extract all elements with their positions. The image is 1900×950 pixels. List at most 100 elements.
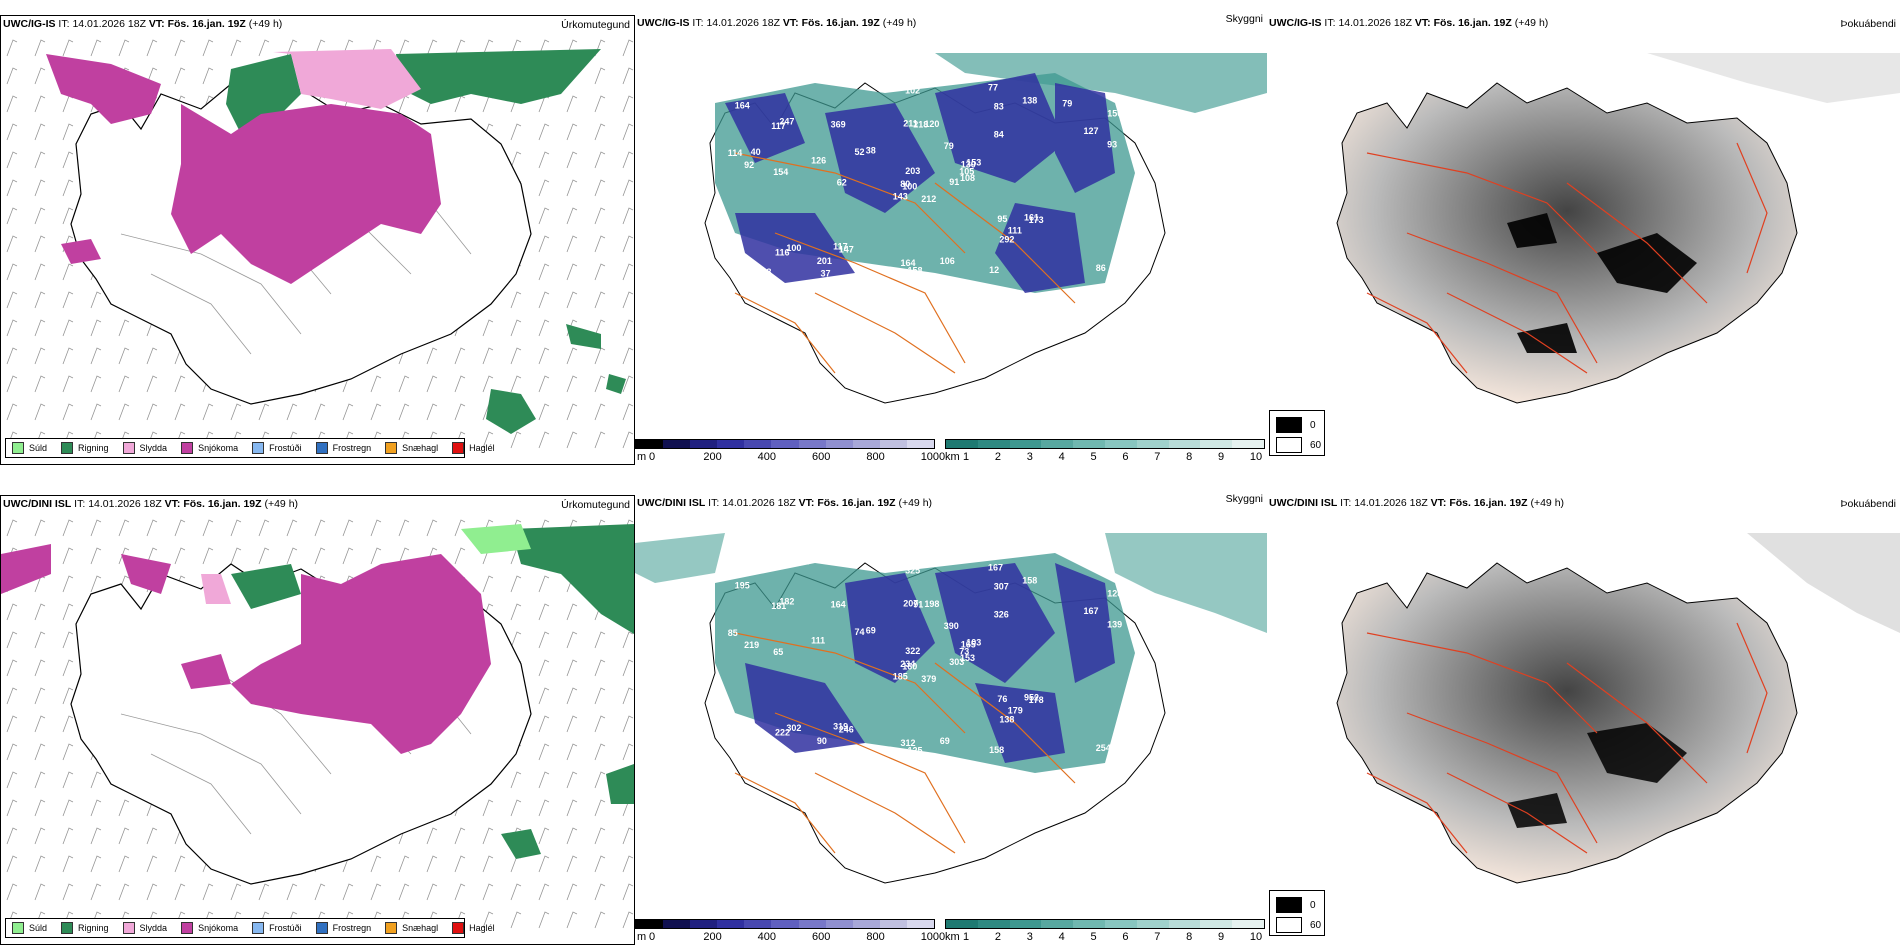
colorbar-segment (1104, 920, 1137, 928)
vt-value: Fös. 16.jan. 19Z (817, 497, 896, 509)
cloud-base-value: 114 (728, 148, 743, 158)
colorbar-segment (906, 920, 935, 928)
it-label: IT: (1324, 17, 1336, 29)
model-name: UWC/DINI ISL (637, 497, 706, 509)
fog-panel-bottom: UWC/DINI ISL IT: 14.01.2026 18Z VT: Fös.… (1267, 495, 1900, 945)
colorbar-segment (744, 920, 772, 928)
it-value: 14.01.2026 18Z (88, 498, 162, 510)
colorbar-tick: 400 (757, 451, 777, 463)
cloud-base-value: 138 (1022, 95, 1037, 105)
cloud-base-value: 62 (837, 177, 847, 187)
colorbar-segment (771, 440, 799, 448)
panel-header: UWC/IG-IS IT: 14.01.2026 18Z VT: Fös. 16… (637, 17, 916, 29)
cloud-base-value: 93 (1107, 140, 1117, 150)
panel-title: Þokuábendi (1840, 18, 1896, 30)
cloud-base-value: 102 (905, 86, 920, 96)
colorbar-tick: 7 (1154, 451, 1161, 463)
cloud-base-value: 164 (901, 258, 916, 268)
precip-map (1, 34, 634, 454)
fog-panel-top: UWC/IG-IS IT: 14.01.2026 18Z VT: Fös. 16… (1267, 15, 1900, 465)
colorbar-segment (1168, 440, 1201, 448)
legend-label: 0 (1310, 899, 1316, 911)
cloud-base-value: 207 (903, 599, 918, 609)
colorbar-segment (690, 920, 718, 928)
colorbar-segment (1104, 440, 1137, 448)
cloud-base-value: 116 (1068, 288, 1083, 298)
cloud-base-value: 143 (832, 285, 847, 295)
it-label: IT: (692, 17, 704, 29)
lead-time: (+49 h) (1514, 17, 1549, 29)
colorbar-tick: 7 (1154, 931, 1161, 943)
colorbar-segment (1168, 920, 1201, 928)
colorbar-tick: 600 (812, 451, 831, 463)
cloud-base-value: 234 (900, 659, 915, 669)
cloud-base-value: 212 (921, 194, 936, 204)
colorbar-tick: 1 (963, 931, 970, 943)
cloud-base-value: 117 (771, 121, 786, 131)
panel-title: Skyggni (1225, 493, 1263, 505)
colorbar-tick: 4 (1058, 451, 1065, 463)
colorbar-tick: 6 (1122, 451, 1129, 463)
colorbar-segment (852, 920, 880, 928)
precip-legend: Súld Rigning Slydda Snjókoma Frostúði Fr… (5, 918, 495, 938)
legend-label: Frostúði (269, 923, 302, 933)
cloud-base-value: 303 (949, 657, 964, 667)
cloud-base-value: 80 (900, 179, 910, 189)
panel-header: UWC/IG-IS IT: 14.01.2026 18Z VT: Fös. 16… (1269, 17, 1548, 29)
legend-swatch (385, 442, 398, 454)
cloud-base-value: 164 (831, 599, 846, 609)
cloud-base-value: 139 (1107, 620, 1122, 630)
legend-item: Rigning (61, 442, 109, 454)
cloud-base-value: 95 (997, 214, 1007, 224)
legend-item: Rigning (61, 922, 109, 934)
fog-map (1336, 53, 1900, 404)
fog-legend-item: 60 (1276, 917, 1321, 933)
colorbar-tick: 9 (1218, 931, 1225, 943)
colorbar-segment (1232, 440, 1264, 448)
legend-item: Frostúði (252, 442, 302, 454)
colorbar-tick: 5 (1090, 931, 1097, 943)
cloud-base-value: 219 (744, 640, 759, 650)
cloud-base-value: 19 (758, 70, 768, 80)
fog-legend-item: 60 (1276, 437, 1321, 453)
cloud-base-value: 37 (821, 268, 831, 278)
colorbar-tick: 1000 (920, 931, 946, 943)
cloud-base-value: 108 (761, 773, 776, 783)
colorbar-segment (977, 920, 1010, 928)
cloud-base-value: 322 (905, 646, 920, 656)
model-name: UWC/DINI ISL (3, 498, 72, 510)
cloud-base-value: 79 (944, 141, 954, 151)
colorbar-segment (636, 920, 664, 928)
cloud-base-value: 91 (949, 177, 959, 187)
legend-swatch (385, 922, 398, 934)
cloud-map: 379 181 160 129 165 246 167 198 307 303 489 91 65 128… (635, 533, 1267, 884)
colorbar-tick: 10 (1249, 931, 1263, 943)
cloud-base-value: 302 (786, 723, 801, 733)
legend-label: Frostúði (269, 443, 302, 453)
cloud-base-value: 307 (994, 581, 1009, 591)
cloud-base-value: 158 (1022, 575, 1037, 585)
precip-legend: Súld Rigning Slydda Snjókoma Frostúði Fr… (5, 438, 495, 458)
vt-label: VT: (148, 18, 165, 30)
cloud-base-value: 100 (902, 182, 917, 192)
colorbar-segment (1009, 920, 1042, 928)
cloud-base-value: 164 (735, 101, 750, 111)
cloud-base-value: 93 (947, 551, 957, 561)
cloud-base-value: 128 (1107, 589, 1122, 599)
fog-legend: 0 60 (1269, 410, 1325, 456)
colorbar-tick: 4 (1058, 931, 1065, 943)
colorbar-segment (798, 920, 826, 928)
cloud-base-value: 292 (999, 235, 1014, 245)
model-name: UWC/IG-IS (637, 17, 690, 29)
legend-item: Haglél (452, 442, 495, 454)
colorbar-tick: 3 (1026, 451, 1033, 463)
colorbar-segment (717, 440, 745, 448)
legend-item: Snæhagl (385, 442, 438, 454)
colorbar-tick: 400 (757, 931, 777, 943)
cloud-base-value: 129 (756, 747, 771, 757)
cloud-base-value: 390 (944, 621, 959, 631)
cloud-base-value: 142 (757, 278, 772, 288)
vt-value: Fös. 16.jan. 19Z (167, 18, 246, 30)
colorbar-segment (1136, 920, 1169, 928)
colorbar-tick: 2 (994, 931, 1001, 943)
